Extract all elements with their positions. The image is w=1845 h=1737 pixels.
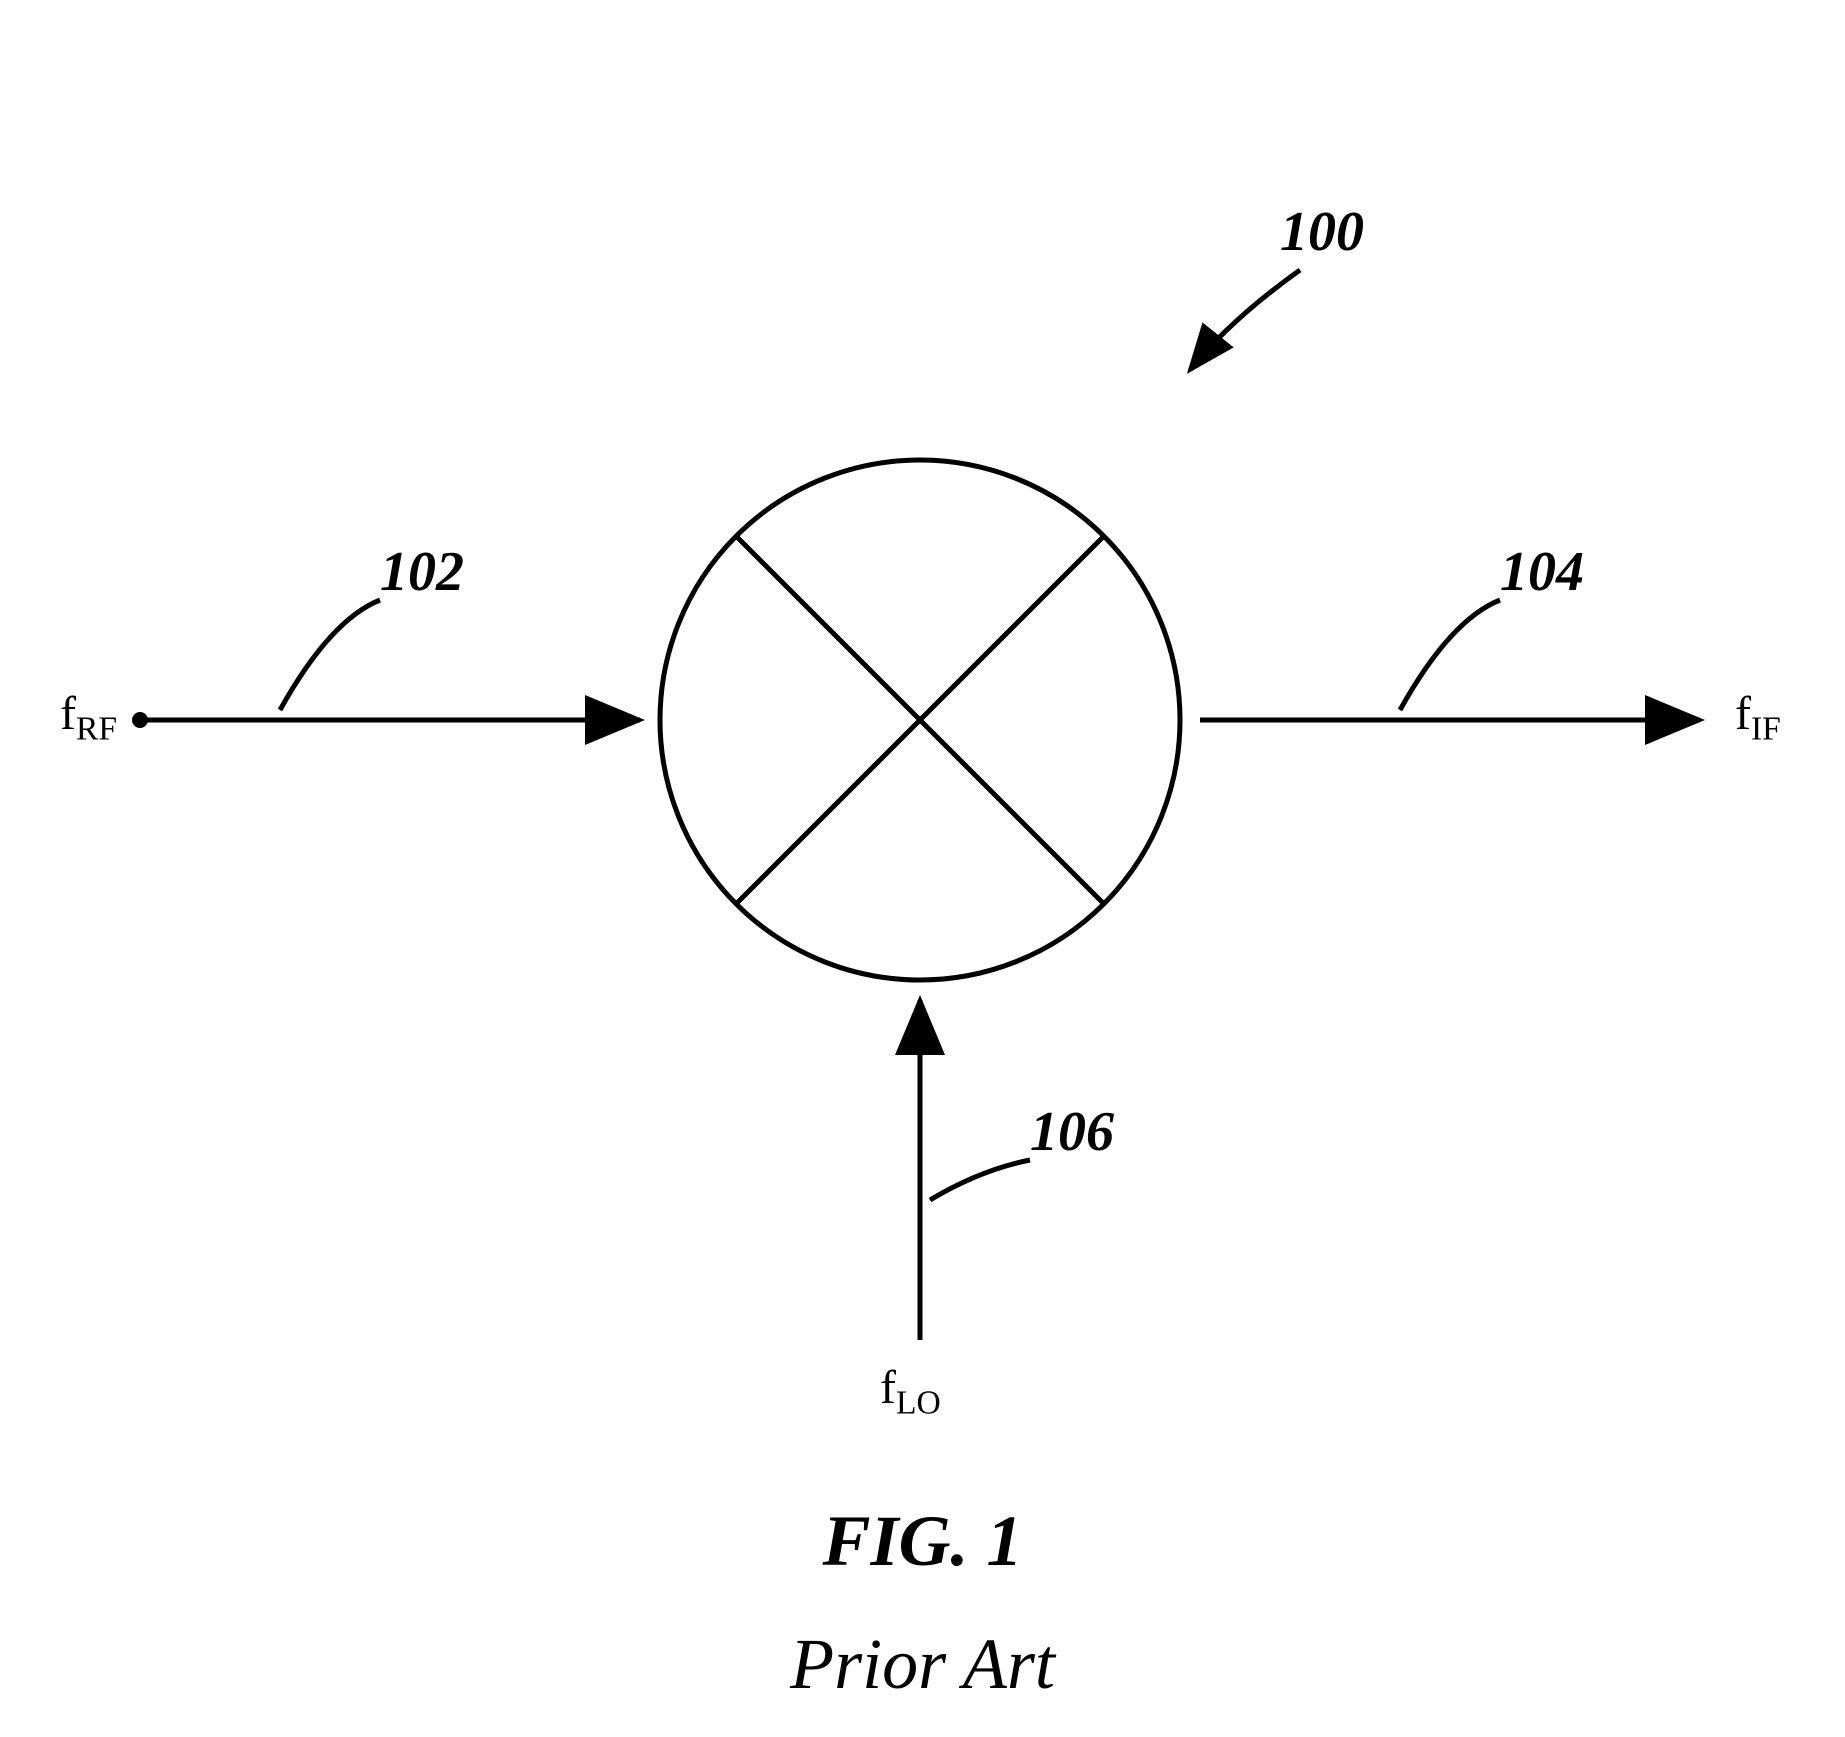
lo-label-sub: LO xyxy=(896,1385,941,1422)
if-label: fIF xyxy=(1735,686,1781,749)
rf-label: fRF xyxy=(60,686,117,749)
ref-102-label: 102 xyxy=(380,540,464,604)
ref-102-leader xyxy=(280,600,380,710)
ref-100-leader xyxy=(1190,270,1300,370)
lo-label-main: f xyxy=(880,1361,896,1414)
ref-106-leader xyxy=(930,1160,1030,1200)
ref-106-label: 106 xyxy=(1030,1100,1114,1164)
ref-100-label: 100 xyxy=(1280,200,1364,264)
if-label-sub: IF xyxy=(1751,711,1781,748)
ref-104-label: 104 xyxy=(1500,540,1584,604)
diagram-svg xyxy=(0,0,1845,1737)
mixer-symbol xyxy=(660,460,1180,980)
rf-label-sub: RF xyxy=(76,711,117,748)
diagram-canvas: fRF fIF fLO 102 104 106 100 FIG. 1 Prior… xyxy=(0,0,1845,1737)
figure-caption-block: FIG. 1 Prior Art xyxy=(0,1500,1845,1706)
rf-label-main: f xyxy=(60,687,76,740)
lo-label: fLO xyxy=(880,1360,941,1423)
if-label-main: f xyxy=(1735,687,1751,740)
figure-title: FIG. 1 xyxy=(0,1500,1845,1583)
figure-notice: Prior Art xyxy=(0,1623,1845,1706)
rf-input xyxy=(132,712,640,728)
ref-104-leader xyxy=(1400,600,1500,710)
